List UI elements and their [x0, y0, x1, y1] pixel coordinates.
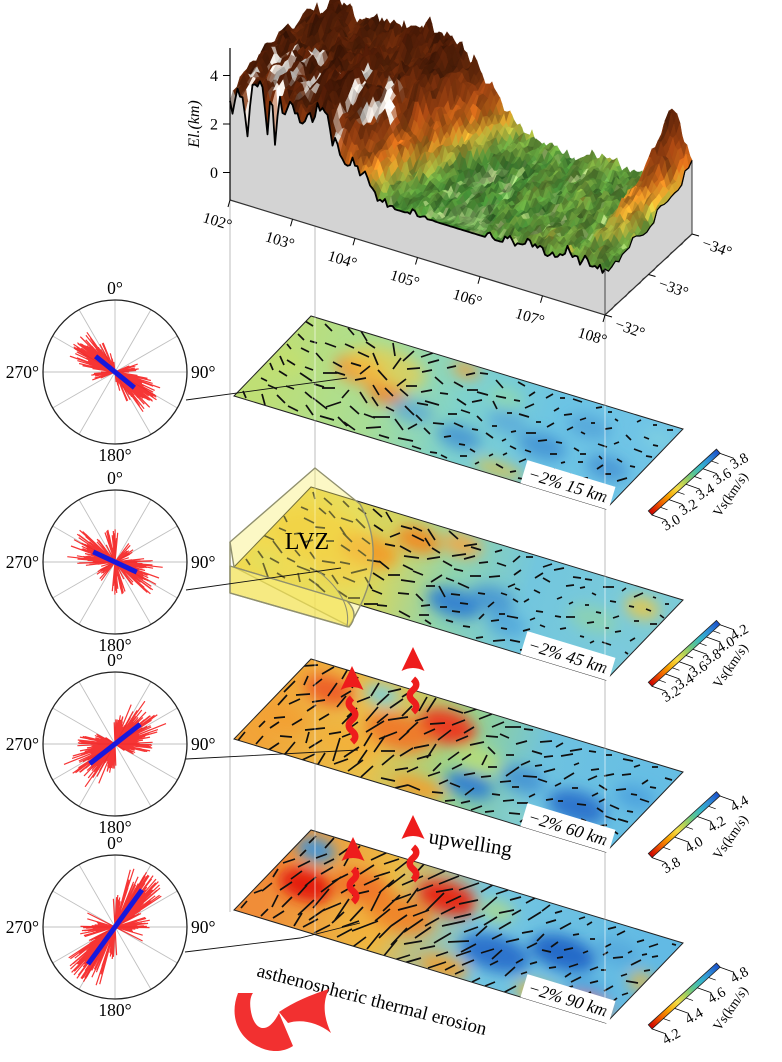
- svg-text:4.6: 4.6: [705, 984, 729, 1007]
- svg-text:4.2: 4.2: [728, 621, 752, 644]
- svg-text:90°: 90°: [191, 734, 216, 754]
- svg-text:180°: 180°: [98, 445, 131, 465]
- svg-text:0: 0: [210, 165, 218, 182]
- svg-text:270°: 270°: [6, 734, 39, 754]
- svg-text:180°: 180°: [98, 635, 131, 655]
- svg-text:90°: 90°: [191, 552, 216, 572]
- svg-text:3.2: 3.2: [660, 683, 684, 706]
- svg-text:0°: 0°: [107, 468, 123, 488]
- svg-text:4.0: 4.0: [682, 834, 706, 857]
- svg-text:0°: 0°: [107, 650, 123, 670]
- svg-text:4.0: 4.0: [714, 634, 738, 657]
- svg-text:4.2: 4.2: [660, 1025, 684, 1048]
- svg-text:270°: 270°: [6, 917, 39, 937]
- svg-text:3.8: 3.8: [700, 646, 724, 669]
- svg-text:3.6: 3.6: [711, 465, 735, 488]
- svg-text:3.6: 3.6: [687, 658, 711, 681]
- svg-text:0°: 0°: [107, 833, 123, 853]
- svg-text:90°: 90°: [191, 917, 216, 937]
- svg-text:4.8: 4.8: [728, 964, 752, 987]
- svg-text:180°: 180°: [98, 1000, 131, 1020]
- svg-text:El.(km): El.(km): [186, 100, 203, 149]
- svg-text:270°: 270°: [6, 552, 39, 572]
- svg-text:LVZ: LVZ: [285, 529, 329, 555]
- svg-text:270°: 270°: [6, 362, 39, 382]
- svg-text:3.8: 3.8: [660, 854, 684, 877]
- svg-text:180°: 180°: [98, 817, 131, 837]
- svg-text:3.8: 3.8: [728, 450, 752, 473]
- svg-text:3.0: 3.0: [660, 512, 684, 535]
- svg-text:4: 4: [210, 68, 218, 85]
- svg-text:3.2: 3.2: [677, 496, 701, 519]
- svg-text:2: 2: [210, 117, 218, 134]
- svg-text:0°: 0°: [107, 278, 123, 298]
- svg-text:4.2: 4.2: [705, 813, 729, 836]
- svg-text:90°: 90°: [191, 362, 216, 382]
